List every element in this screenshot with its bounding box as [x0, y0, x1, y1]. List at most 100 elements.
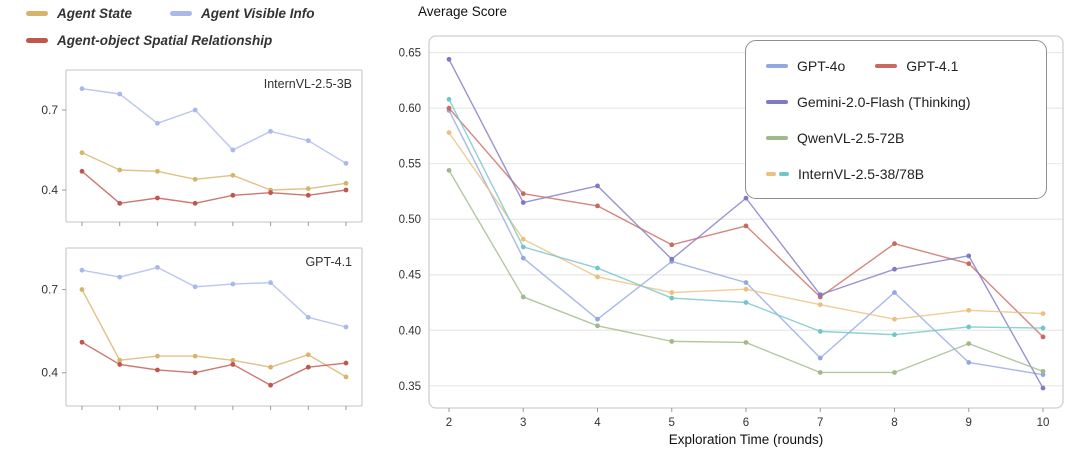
legend-color-dash [766, 135, 788, 141]
legend-swatch [875, 63, 898, 69]
data-point [966, 307, 972, 313]
data-point [79, 339, 85, 345]
data-point [192, 370, 198, 376]
data-point [343, 180, 349, 186]
data-point [1040, 372, 1046, 378]
legend-swatch [766, 135, 788, 141]
data-point [230, 362, 236, 367]
data-point [669, 256, 675, 262]
plot-border [65, 247, 363, 407]
data-point [192, 107, 198, 113]
data-point [817, 302, 823, 308]
data-point [817, 292, 823, 298]
data-point [79, 287, 85, 292]
data-point [155, 353, 160, 359]
data-point [155, 367, 160, 373]
data-point [966, 341, 972, 346]
data-point [1040, 334, 1046, 340]
chart-inset-title: InternVL-2.5-3B [264, 77, 352, 91]
chart-gpt-4-1: 0.4 0.7 GPT-4.1 [41, 247, 363, 410]
series-line-Agent Visible Info [81, 266, 347, 328]
legend-item: GPT-4o [766, 58, 845, 74]
data-point [817, 328, 823, 334]
data-point [669, 338, 675, 344]
x-tick-label: 10 [1037, 417, 1050, 429]
y-tick-label: 0.7 [41, 283, 58, 297]
data-point [230, 147, 236, 153]
legend-color-dash [26, 38, 48, 43]
data-point [268, 382, 273, 388]
data-point [520, 294, 526, 300]
data-point [966, 261, 972, 267]
y-tick-label: 0.65 [399, 48, 421, 60]
data-point [669, 290, 675, 295]
data-point [268, 128, 273, 134]
data-point [343, 360, 349, 366]
legend-color-dash [779, 171, 789, 177]
chart-average-score: 0.35 0.40 0.45 0.50 0.55 0.60 0.65 2 3 4 5 6 7 8 9 10 Ex… [399, 35, 1064, 447]
legend-swatch [26, 38, 48, 43]
x-tick-label: 5 [669, 417, 675, 429]
data-point [305, 364, 311, 370]
data-point [446, 167, 452, 173]
legend-item: Agent Visible Info [170, 6, 315, 21]
y-tick-label: 0.7 [41, 103, 58, 117]
legend-item: InternVL-2.5-38/78B [766, 166, 924, 182]
x-tick-label: 4 [594, 417, 601, 429]
legend-label: Gemini-2.0-Flash (Thinking) [797, 94, 971, 110]
series-line-Agent-object Spatial Relationship [81, 170, 347, 205]
data-point [117, 91, 123, 97]
data-point [343, 187, 349, 193]
data-point [117, 167, 123, 173]
data-point [117, 357, 123, 363]
legend-item: Gemini-2.0-Flash (Thinking) [766, 94, 971, 110]
data-point [743, 300, 749, 305]
data-point [155, 120, 160, 126]
legend-swatch [766, 99, 788, 105]
data-point [966, 324, 972, 330]
y-tick-label: 0.55 [399, 159, 421, 171]
data-point [446, 56, 452, 62]
data-point [743, 340, 749, 345]
legend-color-dash [766, 63, 788, 69]
series-line-Agent State [81, 152, 347, 191]
data-point [79, 86, 85, 92]
data-point [446, 105, 452, 111]
series-line-Agent State [81, 289, 347, 378]
data-point [230, 281, 236, 287]
x-tick-label: 8 [891, 417, 897, 429]
data-point [892, 316, 897, 322]
legend-swatch [766, 63, 788, 69]
data-point [595, 323, 600, 329]
data-point [520, 255, 526, 261]
data-point [117, 274, 123, 280]
x-tick-label: 7 [817, 417, 823, 429]
legend-label: GPT-4o [797, 58, 846, 74]
data-point [892, 370, 897, 375]
data-point [1040, 325, 1046, 331]
data-point [743, 223, 749, 229]
data-point [343, 324, 349, 330]
data-point [1040, 368, 1046, 374]
legend-color-dash [26, 11, 48, 16]
series-line-Agent-object Spatial Relationship [81, 341, 347, 386]
data-point [520, 191, 526, 197]
legend-label: Agent State [57, 6, 133, 21]
data-point [966, 253, 972, 259]
legend-row: Gemini-2.0-Flash (Thinking) [766, 90, 1032, 114]
data-point [343, 160, 349, 166]
legend-color-dash [170, 11, 193, 16]
data-point [743, 195, 749, 201]
data-point [892, 332, 897, 338]
series-line-Agent Visible Info [81, 87, 347, 164]
legend-label: InternVL-2.5-38/78B [798, 166, 925, 182]
data-point [446, 130, 452, 136]
data-point [305, 352, 311, 358]
data-point [595, 274, 600, 280]
data-point [343, 374, 349, 380]
legend-row: GPT-4o GPT-4.1 [766, 54, 1032, 78]
legend-row: InternVL-2.5-38/78B [766, 162, 1032, 186]
x-tick-label: 2 [446, 417, 452, 429]
y-tick-label: 0.35 [399, 381, 421, 393]
legend-swatch [766, 171, 789, 177]
